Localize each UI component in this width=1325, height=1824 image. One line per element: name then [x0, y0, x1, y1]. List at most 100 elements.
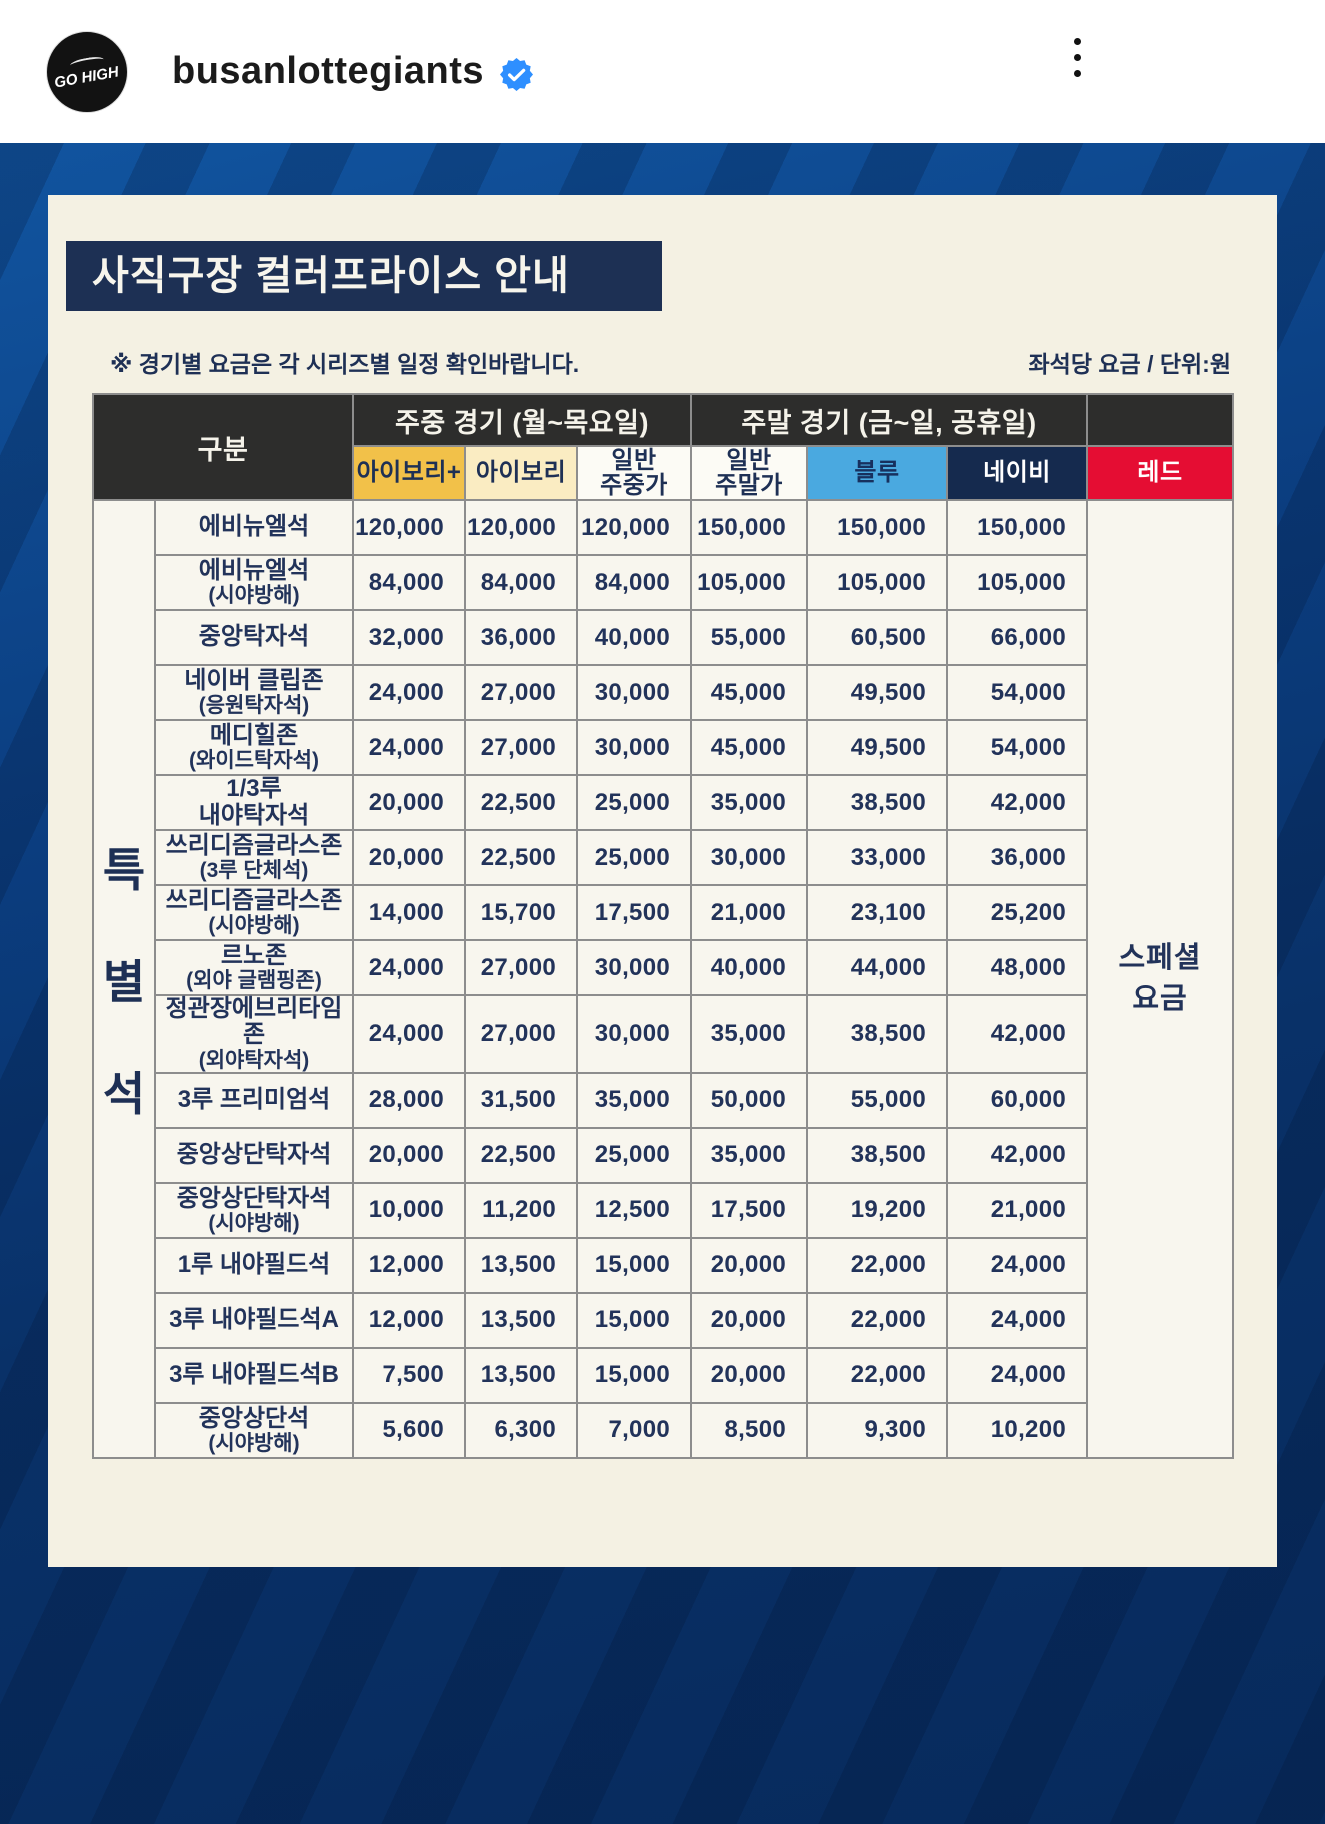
price-cell: 120,000 [576, 499, 692, 556]
price-cell: 30,000 [576, 664, 692, 721]
username[interactable]: busanlottegiants [172, 50, 485, 92]
price-cell: 40,000 [690, 939, 808, 996]
price-cell: 33,000 [806, 829, 948, 886]
price-cell: 22,000 [806, 1291, 948, 1349]
seat-name: 중앙상단탁자석 [154, 1126, 354, 1184]
price-cell: 35,000 [690, 774, 808, 831]
poster-title: 사직구장 컬러프라이스 안내 [66, 241, 662, 311]
price-cell: 45,000 [690, 664, 808, 721]
price-cell: 23,100 [806, 884, 948, 941]
profile-avatar[interactable]: GO HIGH [46, 30, 128, 113]
table-row: 쓰리디즘글라스존 (시야방해) 14,000 15,700 17,500 21,000 23… [93, 884, 1233, 941]
price-cell: 22,000 [806, 1346, 948, 1404]
kebab-menu-icon[interactable] [1062, 38, 1092, 77]
note-right: 좌석당 요금 / 단위:원 [1028, 351, 1232, 377]
price-cell: 84,000 [576, 554, 692, 611]
price-cell: 44,000 [806, 939, 948, 996]
seat-name: 에비뉴엘석 [154, 499, 354, 556]
seat-name: 쓰리디즘글라스존 (시야방해) [154, 884, 354, 941]
price-cell: 42,000 [946, 1126, 1088, 1184]
price-cell: 20,000 [690, 1291, 808, 1349]
price-cell: 24,000 [352, 664, 466, 721]
table-row: 1/3루 내야탁자석 20,000 22,500 25,000 35,000 38,500… [93, 774, 1233, 831]
table-row: 중앙탁자석 32,000 36,000 40,000 55,000 60,500 66,00… [93, 609, 1233, 666]
price-column-header: 레드 [1086, 445, 1234, 501]
table-row: 특 별 석 에비뉴엘석 120,000 120,000 120,000 150,000 150,… [92, 499, 1234, 1459]
price-cell: 120,000 [464, 499, 578, 556]
price-cell: 49,500 [806, 719, 948, 776]
price-cell: 150,000 [946, 499, 1088, 556]
price-cell: 8,500 [690, 1401, 808, 1459]
table-row: 3루 프리미엄석 28,000 31,500 35,000 50,000 55,000 60… [93, 1071, 1233, 1129]
seat-name: 3루 내야필드석B [154, 1346, 354, 1404]
seat-name: 정관장에브리타임존 (외야탁자석) [154, 994, 354, 1074]
price-cell: 30,000 [690, 829, 808, 886]
price-column-header: 아이보리 [464, 445, 578, 501]
price-cell: 10,000 [352, 1181, 466, 1239]
price-cell: 60,000 [946, 1071, 1088, 1129]
price-cell: 27,000 [464, 994, 578, 1074]
seat-name: 1루 내야필드석 [154, 1236, 354, 1294]
price-cell: 32,000 [352, 609, 466, 666]
weekend-group-header: 주말 경기 (금~일, 공휴일) [690, 393, 1088, 447]
seat-name: 1/3루 내야탁자석 [154, 774, 354, 831]
price-cell: 15,700 [464, 884, 578, 941]
price-cell: 12,500 [576, 1181, 692, 1239]
price-cell: 15,000 [576, 1346, 692, 1404]
price-column-header: 일반 주중가 [576, 445, 692, 501]
price-cell: 36,000 [946, 829, 1088, 886]
price-cell: 84,000 [464, 554, 578, 611]
price-cell: 40,000 [576, 609, 692, 666]
menu-dot [1073, 54, 1081, 61]
table-row: 쓰리디즘글라스존 (3루 단체석) 20,000 22,500 25,000 30,000… [93, 829, 1233, 886]
price-cell: 25,000 [576, 774, 692, 831]
price-cell: 20,000 [690, 1346, 808, 1404]
price-cell: 49,500 [806, 664, 948, 721]
price-cell: 24,000 [352, 994, 466, 1074]
price-column-header: 네이비 [946, 445, 1088, 501]
price-cell: 15,000 [576, 1236, 692, 1294]
price-cell: 22,500 [464, 1126, 578, 1184]
table-row: 3루 내야필드석B 7,500 13,500 15,000 20,000 22,000 24… [93, 1346, 1233, 1404]
price-cell: 35,000 [690, 994, 808, 1074]
price-cell: 9,300 [806, 1401, 948, 1459]
weekday-group-header: 주중 경기 (월~목요일) [352, 393, 692, 447]
seat-name: 3루 내야필드석A [154, 1291, 354, 1349]
price-guide-card: 사직구장 컬러프라이스 안내 ※ 경기별 요금은 각 시리즈별 일정 확인바랍니… [48, 195, 1277, 1567]
price-cell: 6,300 [464, 1401, 578, 1459]
price-cell: 5,600 [352, 1401, 466, 1459]
price-cell: 150,000 [690, 499, 808, 556]
table-row: 정관장에브리타임존 (외야탁자석) 24,000 27,000 30,000 35,000… [93, 994, 1233, 1074]
price-cell: 38,500 [806, 774, 948, 831]
price-cell: 35,000 [576, 1071, 692, 1129]
price-cell: 42,000 [946, 774, 1088, 831]
table-row: 에비뉴엘석 (시야방해) 84,000 84,000 84,000 105,000 105,… [93, 554, 1233, 611]
price-cell: 15,000 [576, 1291, 692, 1349]
price-cell: 35,000 [690, 1126, 808, 1184]
seat-name: 네이버 클립존 (응원탁자석) [154, 664, 354, 721]
price-cell: 22,500 [464, 829, 578, 886]
price-cell: 38,500 [806, 994, 948, 1074]
menu-dot [1073, 70, 1081, 77]
price-cell: 120,000 [352, 499, 466, 556]
price-cell: 7,000 [576, 1401, 692, 1459]
price-cell: 21,000 [690, 884, 808, 941]
price-cell: 12,000 [352, 1236, 466, 1294]
price-cell: 24,000 [946, 1291, 1088, 1349]
price-column-header: 아이보리+ [352, 445, 466, 501]
price-cell: 27,000 [464, 719, 578, 776]
price-cell: 27,000 [464, 664, 578, 721]
table-row: 중앙상단석 (시야방해) 5,600 6,300 7,000 8,500 9,300 10,2… [93, 1401, 1233, 1459]
corner-header: 구분 [92, 393, 354, 501]
price-cell: 150,000 [806, 499, 948, 556]
table-row: 네이버 클립존 (응원탁자석) 24,000 27,000 30,000 45,000 49… [93, 664, 1233, 721]
price-cell: 50,000 [690, 1071, 808, 1129]
price-cell: 24,000 [946, 1236, 1088, 1294]
price-cell: 13,500 [464, 1236, 578, 1294]
price-cell: 21,000 [946, 1181, 1088, 1239]
price-cell: 48,000 [946, 939, 1088, 996]
price-cell: 38,500 [806, 1126, 948, 1184]
note-left: ※ 경기별 요금은 각 시리즈별 일정 확인바랍니다. [110, 351, 580, 377]
price-cell: 10,200 [946, 1401, 1088, 1459]
price-cell: 24,000 [352, 939, 466, 996]
